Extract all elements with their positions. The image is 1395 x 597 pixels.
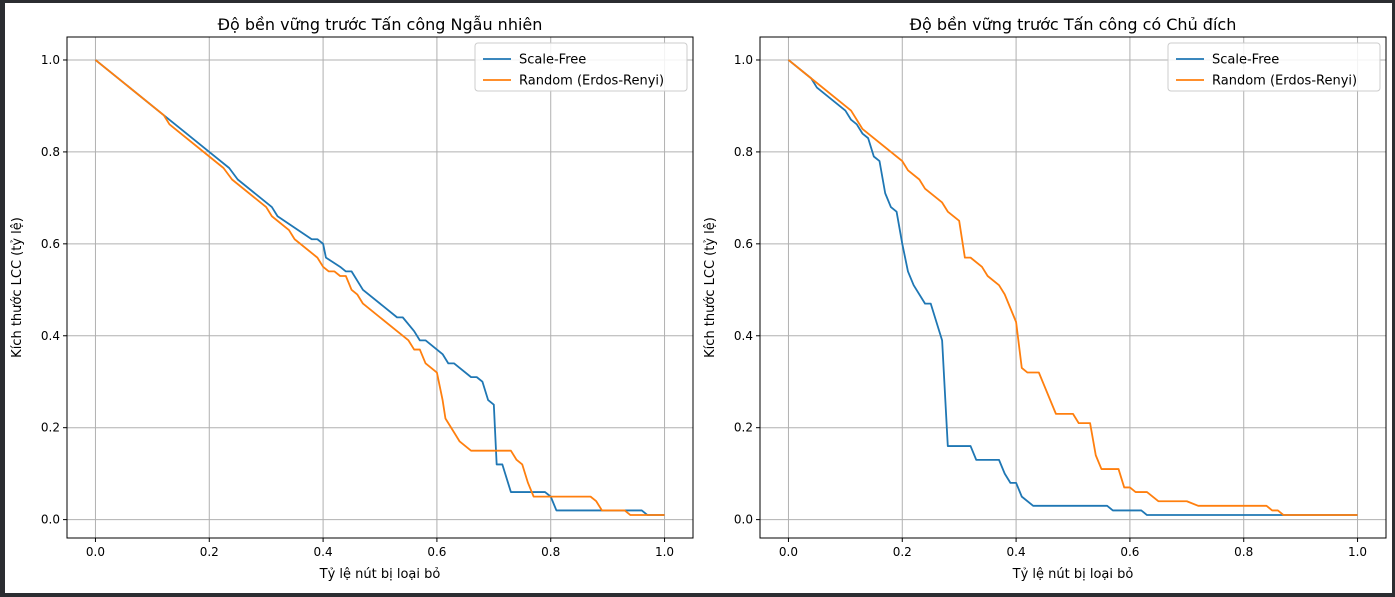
gridlines <box>67 37 693 538</box>
chart-2: 0.0 0.2 0.4 0.6 0.8 1.0 0.0 0.2 0.4 0.6 0.8 1.0 Độ b… <box>703 15 1387 582</box>
x-tick-label: 0.0 <box>86 545 105 559</box>
legend-box <box>474 42 688 92</box>
y-tick-label: 0.8 <box>41 145 60 159</box>
y-tick-label: 1.0 <box>734 53 753 67</box>
legend-label-random: Random (Erdos-Renyi) <box>519 74 664 89</box>
y-tick-label: 0.6 <box>734 237 753 251</box>
figure-svg: 0.0 0.2 0.4 0.6 0.8 1.0 0.0 0.2 0.4 0.6 0.8 1.0 Độ b… <box>10 15 1387 582</box>
series-line-scale-free <box>94 59 665 516</box>
x-tick-label: 0.4 <box>1007 545 1026 559</box>
legend-label-scale-free: Scale-Free <box>1212 53 1279 68</box>
series-line-scale-free <box>787 59 1358 516</box>
chart-title: Độ bền vững trước Tấn công có Chủ đích <box>910 15 1237 34</box>
legend-label-random: Random (Erdos-Renyi) <box>1212 74 1357 89</box>
y-tick-label: 0.4 <box>41 329 60 343</box>
y-tick-label: 0.6 <box>41 237 60 251</box>
x-tick-label: 1.0 <box>1348 545 1367 559</box>
chart-1: 0.0 0.2 0.4 0.6 0.8 1.0 0.0 0.2 0.4 0.6 0.8 1.0 Độ b… <box>10 15 694 582</box>
y-axis-label: Kích thước LCC (tỷ lệ) <box>10 217 25 358</box>
x-tick-label: 0.8 <box>541 545 560 559</box>
x-tick-label: 0.6 <box>427 545 446 559</box>
legend-box <box>1167 42 1381 92</box>
axes-frame <box>66 36 694 539</box>
x-axis-label: Tỷ lệ nút bị loại bỏ <box>1012 567 1134 582</box>
x-tick-label: 0.8 <box>1234 545 1253 559</box>
x-tick-label: 0.4 <box>314 545 333 559</box>
x-tick-label: 0.6 <box>1120 545 1139 559</box>
x-tick-label: 1.0 <box>655 545 674 559</box>
gridlines <box>760 37 1386 538</box>
y-tick-label: 0.8 <box>734 145 753 159</box>
x-tick-label: 0.0 <box>779 545 798 559</box>
y-tick-label: 0.2 <box>734 421 753 435</box>
x-tick-label: 0.2 <box>893 545 912 559</box>
x-tick-label: 0.2 <box>200 545 219 559</box>
chart-title: Độ bền vững trước Tấn công Ngẫu nhiên <box>218 15 543 34</box>
y-tick-label: 0.4 <box>734 329 753 343</box>
figure-canvas: 0.0 0.2 0.4 0.6 0.8 1.0 0.0 0.2 0.4 0.6 0.8 1.0 Độ b… <box>5 3 1392 593</box>
y-tick-label: 0.0 <box>41 513 60 527</box>
series-line-random <box>787 59 1358 516</box>
legend: Scale-Free Random (Erdos-Renyi) <box>1167 42 1381 92</box>
x-axis-label: Tỷ lệ nút bị loại bỏ <box>319 567 441 582</box>
series-line-random <box>94 59 665 516</box>
y-tick-label: 0.2 <box>41 421 60 435</box>
legend: Scale-Free Random (Erdos-Renyi) <box>474 42 688 92</box>
y-tick-label: 1.0 <box>41 53 60 67</box>
y-tick-label: 0.0 <box>734 513 753 527</box>
legend-label-scale-free: Scale-Free <box>519 53 586 68</box>
y-axis-label: Kích thước LCC (tỷ lệ) <box>703 217 718 358</box>
axes-frame <box>759 36 1387 539</box>
